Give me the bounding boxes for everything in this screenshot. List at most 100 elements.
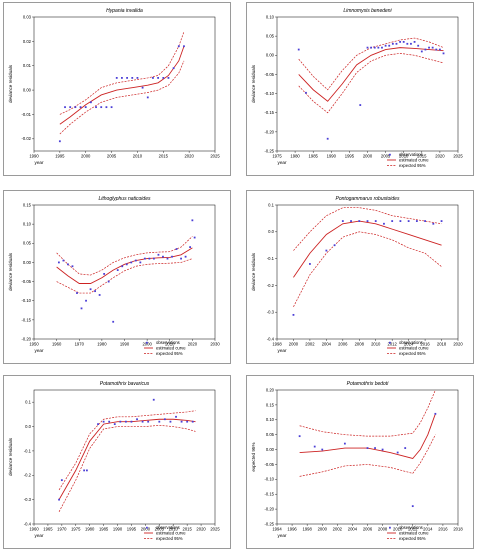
observation-point bbox=[80, 307, 83, 310]
observation-point bbox=[175, 415, 177, 418]
observation-point bbox=[381, 46, 383, 49]
chart-panel-2: Limnomysis benedeni -0.25 -0.20 -0.15 -0.10 -… bbox=[246, 2, 474, 176]
x-tick-label: 1980 bbox=[97, 342, 107, 347]
observation-point bbox=[89, 288, 92, 291]
observation-point bbox=[134, 259, 137, 262]
observation-point bbox=[158, 420, 161, 423]
observation-point bbox=[381, 448, 384, 451]
observation-point bbox=[83, 469, 86, 472]
y-tick-label: -0.05 bbox=[264, 462, 274, 467]
observation-point bbox=[162, 77, 165, 79]
y-axis-label: deviance residuals bbox=[8, 437, 13, 476]
x-tick-label: 1970 bbox=[57, 527, 67, 532]
observation-point bbox=[399, 40, 401, 43]
x-tick-label: 2030 bbox=[210, 342, 220, 347]
y-tick-label: 0.05 bbox=[23, 241, 32, 246]
y-tick-label: 0.0 bbox=[25, 424, 31, 429]
legend-observations-label: observations bbox=[399, 525, 423, 530]
estimated-curve-line bbox=[298, 47, 444, 102]
y-tick-label: 0.00 bbox=[266, 53, 275, 58]
y-tick-label: -0.10 bbox=[264, 477, 274, 482]
observation-point bbox=[388, 44, 391, 47]
y-tick-label: 0.05 bbox=[266, 34, 275, 39]
chart-title: Potamothrix bedoti bbox=[347, 381, 390, 387]
observation-point bbox=[169, 420, 172, 423]
x-tick-label: 2000 bbox=[141, 527, 151, 532]
y-tick-label: 0.02 bbox=[23, 39, 32, 44]
y-tick-label: -0.10 bbox=[264, 91, 274, 96]
x-tick-label: 2015 bbox=[159, 154, 169, 159]
x-tick-label: 2020 bbox=[188, 342, 198, 347]
x-tick-label: 1985 bbox=[99, 527, 109, 532]
chart-svg-4: Pontogammarus robustoides -0.4 -0.3 -0.2 -0.… bbox=[251, 196, 463, 356]
plot-area bbox=[33, 204, 216, 340]
x-tick-label: 2012 bbox=[388, 342, 398, 347]
y-tick-label: -0.02 bbox=[21, 136, 31, 141]
y-tick-label: 0.1 bbox=[25, 400, 31, 405]
observation-point bbox=[94, 290, 96, 293]
y-tick-label: -0.05 bbox=[264, 72, 274, 77]
observation-point bbox=[183, 45, 185, 48]
legend-observations-marker bbox=[389, 526, 391, 529]
observation-point bbox=[89, 101, 92, 104]
plot-area bbox=[33, 389, 216, 525]
observation-point bbox=[58, 498, 60, 501]
y-tick-label: -0.3 bbox=[267, 310, 275, 315]
observation-point bbox=[343, 442, 346, 445]
lower-95-band bbox=[58, 424, 196, 512]
observation-point bbox=[186, 420, 189, 423]
x-tick-label: 1990 bbox=[327, 154, 337, 159]
x-tick-label: 2010 bbox=[399, 154, 409, 159]
legend-curve-label: estimated curve bbox=[399, 157, 429, 162]
observation-point bbox=[177, 45, 180, 48]
observation-point bbox=[309, 263, 311, 265]
observation-point bbox=[374, 220, 377, 222]
y-tick-label: -0.3 bbox=[24, 497, 32, 502]
x-tick-label: 1980 bbox=[290, 154, 300, 159]
x-tick-label: 1960 bbox=[52, 342, 62, 347]
observation-point bbox=[108, 420, 111, 423]
observation-point bbox=[420, 50, 423, 53]
y-tick-label: -0.01 bbox=[21, 112, 31, 117]
observation-point bbox=[103, 273, 106, 275]
legend-observations-label: observations bbox=[399, 152, 423, 157]
observation-point bbox=[391, 220, 394, 222]
x-axis-label: year bbox=[35, 160, 44, 165]
observation-point bbox=[85, 299, 87, 302]
observation-point bbox=[152, 398, 155, 401]
lower-95-band bbox=[56, 258, 193, 294]
x-tick-label: 1980 bbox=[85, 527, 95, 532]
plot-area bbox=[33, 16, 216, 152]
x-tick-label: 1960 bbox=[29, 527, 39, 532]
upper-95-band bbox=[299, 389, 436, 437]
observation-point bbox=[79, 106, 82, 109]
x-tick-label: 2005 bbox=[155, 527, 165, 532]
x-tick-label: 2010 bbox=[165, 342, 175, 347]
x-tick-label: 1995 bbox=[55, 154, 65, 159]
upper-95-band bbox=[293, 207, 442, 251]
observation-point bbox=[424, 48, 427, 51]
upper-95-band bbox=[58, 410, 196, 491]
observation-point bbox=[391, 42, 394, 45]
y-tick-label: -0.4 bbox=[267, 336, 275, 341]
observation-point bbox=[358, 220, 361, 222]
x-tick-label: 2005 bbox=[381, 154, 391, 159]
chart-title: Lithoglyphus naticoides bbox=[99, 196, 151, 202]
observation-point bbox=[112, 320, 115, 323]
observation-point bbox=[130, 261, 133, 264]
observation-point bbox=[125, 263, 128, 266]
observation-point bbox=[131, 77, 134, 79]
upper-95-band bbox=[56, 236, 193, 276]
observation-point bbox=[76, 292, 78, 294]
observation-point bbox=[113, 423, 116, 426]
x-tick-label: 2014 bbox=[423, 527, 433, 532]
y-tick-label: -0.2 bbox=[24, 473, 32, 478]
observation-point bbox=[152, 77, 154, 79]
observation-point bbox=[84, 106, 87, 109]
legend-band-label: expected 95% bbox=[156, 536, 183, 541]
observation-point bbox=[58, 140, 61, 143]
observation-point bbox=[407, 220, 410, 222]
observation-point bbox=[71, 265, 74, 268]
y-tick-label: 0.15 bbox=[266, 402, 275, 407]
observation-point bbox=[396, 451, 399, 454]
